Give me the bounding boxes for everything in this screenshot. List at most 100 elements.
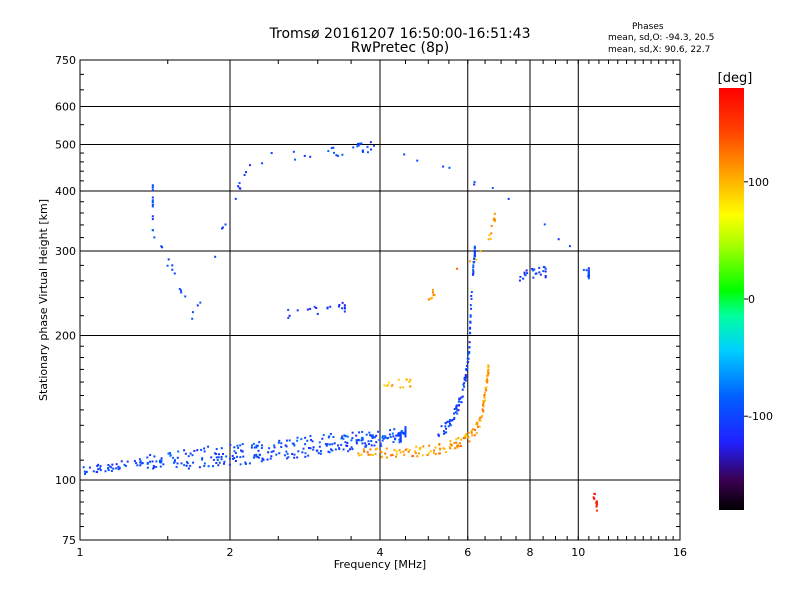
scatter-point: [587, 267, 590, 270]
scatter-point: [432, 449, 435, 452]
scatter-point: [456, 404, 459, 407]
scatter-point: [453, 416, 456, 419]
scatter-point: [442, 165, 445, 168]
scatter-point: [335, 154, 338, 157]
scatter-point: [171, 268, 174, 271]
scatter-point: [88, 466, 91, 469]
scatter-point: [453, 447, 456, 450]
scatter-point: [458, 445, 461, 448]
scatter-point: [241, 450, 244, 453]
scatter-point: [479, 416, 482, 419]
scatter-point: [160, 457, 163, 460]
scatter-point: [192, 461, 195, 464]
scatter-point: [244, 461, 247, 464]
scatter-point: [487, 372, 490, 375]
scatter-point: [468, 341, 471, 344]
scatter-point: [395, 434, 398, 437]
scatter-point: [351, 448, 354, 451]
scatter-point: [179, 289, 182, 292]
scatter-point: [139, 461, 142, 464]
scatter-point: [309, 435, 312, 438]
scatter-point: [253, 454, 256, 457]
scatter-point: [398, 449, 401, 452]
scatter-point: [310, 438, 313, 441]
scatter-point: [493, 212, 496, 215]
scatter-point: [432, 451, 435, 454]
scatter-point: [399, 451, 402, 454]
scatter-point: [465, 433, 468, 436]
scatter-point: [234, 452, 237, 455]
scatter-point: [460, 438, 463, 441]
scatter-point: [273, 444, 276, 447]
scatter-point: [449, 440, 452, 443]
scatter-point: [342, 437, 345, 440]
scatter-point: [366, 451, 369, 454]
scatter-point: [456, 446, 459, 449]
scatter-point: [306, 308, 309, 311]
scatter-point: [261, 458, 264, 461]
scatter-point: [358, 454, 361, 457]
scatter-point: [343, 310, 346, 313]
scatter-point: [507, 197, 510, 200]
scatter-point: [411, 455, 414, 458]
scatter-point: [367, 453, 370, 456]
scatter-point: [151, 184, 154, 187]
scatter-point: [191, 454, 194, 457]
scatter-point: [408, 448, 411, 451]
scatter-point: [346, 441, 349, 444]
scatter-point: [471, 434, 474, 437]
scatter-point: [445, 431, 448, 434]
scatter-point: [341, 301, 344, 304]
scatter-point: [229, 443, 232, 446]
scatter-point: [273, 446, 276, 449]
scatter-point: [490, 232, 493, 235]
scatter-point: [384, 436, 387, 439]
scatter-point: [488, 234, 491, 237]
scatter-point: [388, 433, 391, 436]
scatter-point: [467, 436, 470, 439]
scatter-point: [153, 455, 156, 458]
scatter-point: [176, 462, 179, 465]
scatter-point: [84, 472, 87, 475]
scatter-point: [233, 446, 236, 449]
scatter-point: [582, 268, 585, 271]
scatter-point: [531, 269, 534, 272]
scatter-point: [218, 461, 221, 464]
scatter-point: [207, 445, 210, 448]
scatter-point: [522, 277, 525, 280]
scatter-point: [448, 418, 451, 421]
scatter-point: [397, 432, 400, 435]
scatter-point: [220, 458, 223, 461]
scatter-point: [470, 429, 473, 432]
scatter-point: [445, 451, 448, 454]
scatter-point: [369, 434, 372, 437]
scatter-point: [357, 144, 360, 147]
scatter-point: [531, 267, 534, 270]
stats-x-mode: mean, sd,X: 90.6, 22.7: [608, 45, 711, 55]
scatter-point: [457, 400, 460, 403]
y-tick-label: 300: [55, 245, 76, 258]
scatter-point: [535, 272, 538, 275]
scatter-point: [99, 465, 102, 468]
colorbar-tick-label: 0: [748, 293, 755, 306]
scatter-point: [447, 425, 450, 428]
scatter-point: [193, 449, 196, 452]
scatter-point: [350, 446, 353, 449]
scatter-point: [370, 435, 373, 438]
scatter-point: [239, 187, 242, 190]
scatter-point: [464, 373, 467, 376]
scatter-point: [173, 459, 176, 462]
scatter-point: [595, 505, 598, 508]
scatter-point: [152, 464, 155, 467]
scatter-point: [444, 421, 447, 424]
scatter-point: [325, 444, 328, 447]
scatter-point: [326, 307, 329, 310]
scatter-point: [338, 447, 341, 450]
scatter-point: [368, 431, 371, 434]
scatter-point: [151, 189, 154, 192]
scatter-point: [401, 431, 404, 434]
scatter-point: [396, 434, 399, 437]
scatter-point: [180, 462, 183, 465]
scatter-point: [443, 447, 446, 450]
y-axis-label: Stationary phase Virtual Height [km]: [37, 199, 50, 401]
